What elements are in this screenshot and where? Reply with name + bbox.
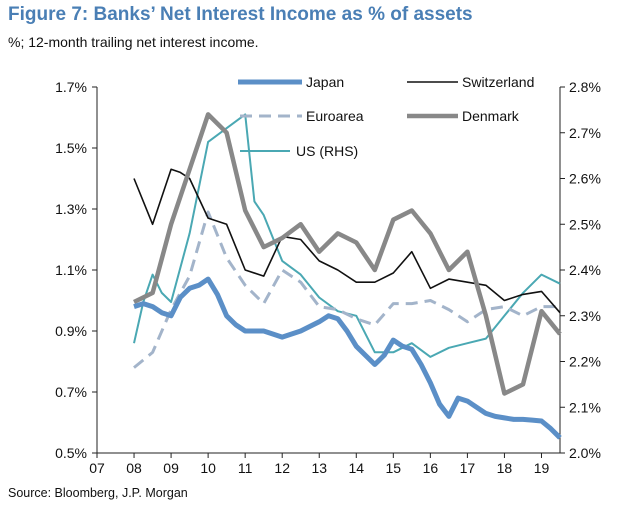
x-tick-label: 11 [238, 460, 253, 476]
chart-legend: Japan Switzerland Euroarea Denmark US (RHS) [238, 74, 534, 159]
y-left-tick-label: 0.7% [55, 384, 87, 400]
x-tick-label: 18 [497, 460, 513, 476]
series-line-denmark [133, 112, 562, 396]
legend-label-switzerland: Switzerland [462, 74, 534, 90]
series-line-switzerland [133, 168, 561, 314]
y-right-tick-label: 2.7% [569, 125, 601, 141]
chart-axes: 1.7% 1.5% 1.3% 1.1% 0.9% 0.7% 0.5% 2.8% 2.7% 2.6%… [55, 79, 601, 476]
x-tick-label: 08 [126, 460, 142, 476]
y-right-tick-label: 2.6% [569, 171, 601, 187]
chart-subtitle: %; 12-month trailing net interest income… [8, 34, 259, 50]
chart-source: Source: Bloomberg, J.P. Morgan [8, 486, 188, 500]
y-left-tick-label: 1.7% [55, 79, 87, 95]
series-line-japan [133, 276, 562, 440]
legend-label-euroarea: Euroarea [306, 108, 364, 124]
series-line-us-rhs [133, 113, 561, 358]
x-tick-label: 12 [274, 460, 290, 476]
x-tick-label: 13 [311, 460, 327, 476]
y-left-tick-label: 1.3% [55, 201, 87, 217]
series-line-euroarea [133, 210, 560, 369]
y-left-tick-label: 1.5% [55, 140, 87, 156]
x-tick-label: 07 [89, 460, 105, 476]
x-tick-label: 09 [163, 460, 179, 476]
y-right-tick-label: 2.8% [569, 79, 601, 95]
legend-label-us-rhs: US (RHS) [296, 143, 358, 159]
y-left-tick-label: 0.9% [55, 323, 87, 339]
x-tick-label: 15 [386, 460, 402, 476]
y-left-tick-label: 1.1% [55, 262, 87, 278]
y-right-tick-label: 2.2% [569, 354, 601, 370]
y-right-tick-label: 2.1% [569, 399, 601, 415]
y-right-tick-label: 2.5% [569, 216, 601, 232]
x-tick-label: 19 [534, 460, 550, 476]
legend-label-denmark: Denmark [462, 108, 520, 124]
chart-title: Figure 7: Banks’ Net Interest Income as … [8, 4, 473, 25]
x-tick-label: 17 [460, 460, 476, 476]
y-right-tick-label: 2.3% [569, 308, 601, 324]
y-right-tick-label: 2.0% [569, 445, 601, 461]
x-tick-label: 10 [200, 460, 216, 476]
y-left-tick-label: 0.5% [55, 445, 87, 461]
y-right-tick-label: 2.4% [569, 262, 601, 278]
x-tick-label: 14 [348, 460, 364, 476]
x-tick-label: 16 [423, 460, 439, 476]
chart-series [133, 112, 562, 440]
legend-label-japan: Japan [306, 74, 344, 90]
